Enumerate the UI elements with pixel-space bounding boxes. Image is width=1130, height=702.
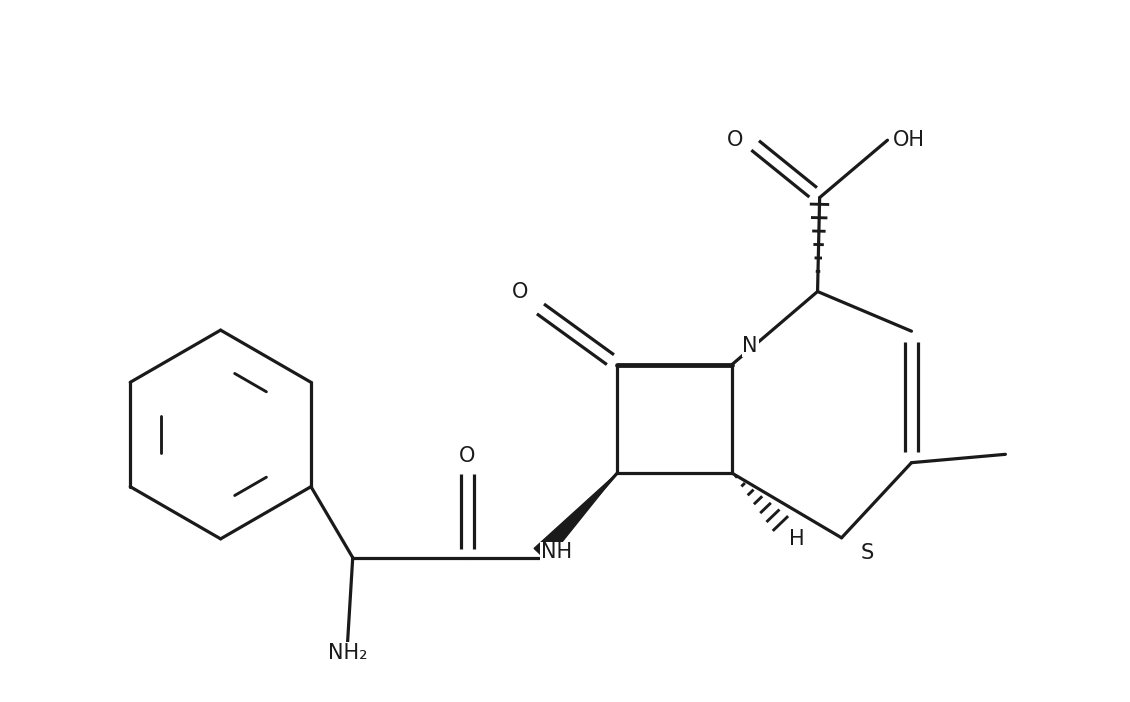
Text: NH: NH (541, 543, 572, 562)
Text: O: O (727, 130, 744, 150)
Polygon shape (534, 473, 617, 561)
Text: NH₂: NH₂ (328, 643, 367, 663)
Text: H: H (790, 529, 805, 550)
Text: OH: OH (893, 130, 924, 150)
Text: N: N (742, 336, 758, 356)
Text: O: O (459, 446, 476, 466)
Text: S: S (860, 543, 873, 563)
Text: O: O (512, 282, 529, 302)
